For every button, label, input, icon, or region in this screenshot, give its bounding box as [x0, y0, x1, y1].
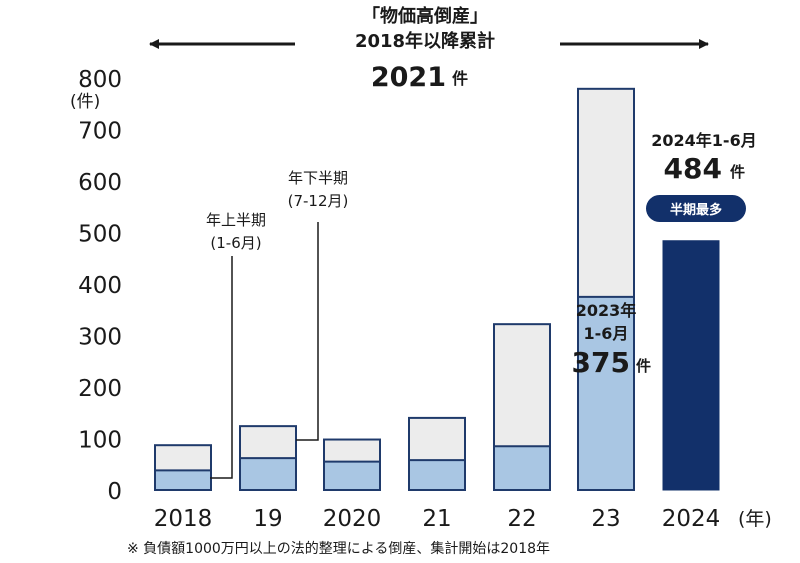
- h2-label-line2: (7-12月): [288, 192, 349, 210]
- bar-first-half: [324, 461, 380, 490]
- bar-outline: [154, 444, 212, 492]
- h1-label-line1: 年上半期: [206, 211, 266, 229]
- y2023-unit: 件: [636, 357, 651, 375]
- h1-label-line2: (1-6月): [210, 234, 261, 252]
- title-line2: 2018年以降累計: [355, 30, 495, 52]
- bar-second-half: [155, 445, 211, 471]
- footnote: ※ 負債額1000万円以上の法的整理による倒産、集計開始は2018年: [127, 540, 550, 557]
- bar-outline: [493, 323, 551, 492]
- y-tick-label: 700: [78, 119, 122, 145]
- record-badge: [646, 195, 746, 222]
- y-tick-label: 300: [78, 325, 122, 351]
- bar-second-half: [324, 439, 380, 462]
- bar-first-half: [240, 458, 296, 490]
- y2024-unit: 件: [730, 163, 745, 181]
- x-unit: (年): [738, 508, 772, 530]
- y-tick-label: 200: [78, 376, 122, 402]
- x-tick-label: 21: [422, 506, 451, 532]
- y2023-label-line1: 2023年: [576, 301, 637, 320]
- bar-first-half: [578, 296, 634, 490]
- y2023-label-line2: 1-6月: [584, 324, 629, 343]
- h2-leader-line: [296, 222, 319, 441]
- h2-label-line1: 年下半期: [288, 169, 348, 187]
- bar-first-half: [409, 460, 465, 490]
- y-tick-label: 500: [78, 222, 122, 248]
- x-tick-label: 22: [507, 506, 536, 532]
- title-line1: 「物価高倒産」: [362, 5, 488, 27]
- x-axis: 2018 19 2020 21 22 23 2024: [154, 506, 721, 532]
- y-tick-label: 600: [78, 170, 122, 196]
- h1-leader-line: [210, 256, 233, 479]
- x-tick-label: 23: [591, 506, 620, 532]
- bar-outline: [577, 87, 635, 491]
- bar-outline: [239, 425, 297, 492]
- y-tick-label: 800: [78, 67, 122, 93]
- bar-first-half: [155, 470, 211, 490]
- y-unit: (件): [70, 92, 100, 112]
- total-unit: 件: [452, 69, 468, 88]
- bar-first-half: [662, 240, 720, 491]
- bar-second-half: [240, 426, 296, 459]
- bar-second-half: [578, 88, 634, 297]
- x-tick-label: 2020: [323, 506, 382, 532]
- y-tick-label: 0: [107, 479, 122, 505]
- bar-outline: [323, 438, 381, 491]
- y2024-value: 484: [664, 152, 722, 185]
- y-tick-label: 400: [78, 273, 122, 299]
- y-axis: 0 100 200 300 400 500 600 700 800: [78, 67, 122, 505]
- bar-second-half: [494, 324, 550, 447]
- bar-second-half: [409, 417, 465, 461]
- y-tick-label: 100: [78, 428, 122, 454]
- y2024-label: 2024年1-6月: [651, 131, 756, 150]
- x-tick-label: 19: [253, 506, 282, 532]
- x-tick-label: 2024: [662, 506, 721, 532]
- x-tick-label: 2018: [154, 506, 213, 532]
- bar-outline: [408, 416, 466, 491]
- total-value: 2021: [371, 62, 446, 93]
- record-badge-text: 半期最多: [670, 202, 722, 218]
- bar-first-half: [494, 446, 550, 490]
- bars: [154, 87, 720, 492]
- y2023-value: 375: [572, 346, 630, 379]
